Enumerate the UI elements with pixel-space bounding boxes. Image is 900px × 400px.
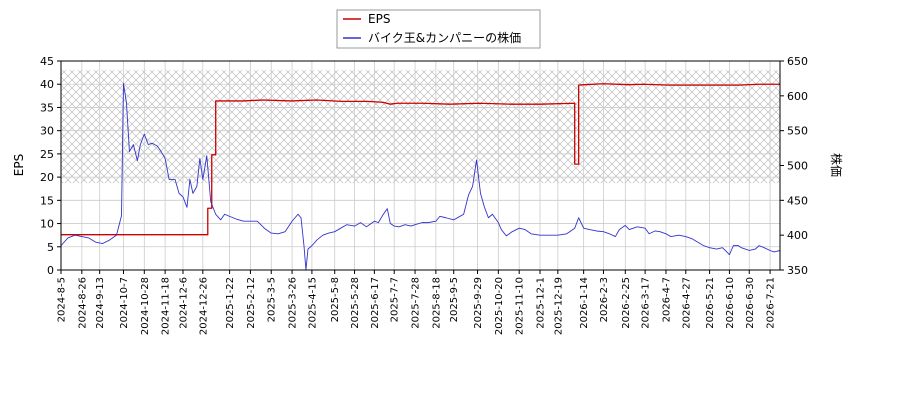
x-tick-label: 2026-3-17 (641, 277, 652, 329)
left-y-tick-label: 25 (40, 148, 54, 161)
x-tick-label: 2025-4-15 (307, 277, 318, 329)
x-tick-label: 2025-2-12 (246, 277, 257, 329)
x-ticks: 2024-8-5 2024-8-26 2024-9-13 2024-10-7 2024-… (57, 270, 777, 335)
x-tick-label: 2026-5-21 (705, 277, 716, 329)
x-tick-label: 2026-7-21 (766, 277, 777, 329)
x-tick-label: 2025-3-5 (267, 277, 278, 322)
x-tick-label: 2026-4-7 (661, 277, 672, 322)
x-tick-label: 2025-3-26 (288, 277, 299, 329)
right-y-tick-label: 600 (787, 90, 808, 103)
x-tick-label: 2024-10-7 (119, 277, 130, 329)
x-tick-label: 2026-4-27 (681, 277, 692, 329)
left-y-tick-label: 40 (40, 78, 54, 91)
x-tick-label: 2024-12-6 (178, 277, 189, 329)
x-tick-label: 2024-10-28 (140, 277, 151, 335)
x-tick-label: 2025-7-7 (390, 277, 401, 322)
x-tick-label: 2026-1-14 (579, 277, 590, 329)
right-y-tick-label: 550 (787, 125, 808, 138)
right-y-tick-label: 500 (787, 160, 808, 173)
x-tick-label: 2024-8-5 (57, 277, 68, 322)
legend-label-eps: EPS (368, 12, 390, 26)
x-tick-label: 2024-9-13 (95, 277, 106, 329)
right-y-tick-label: 450 (787, 194, 808, 207)
left-y-tick-label: 5 (47, 241, 54, 254)
x-tick-label: 2025-5-8 (330, 277, 341, 322)
left-y-tick-label: 20 (40, 171, 54, 184)
left-y-tick-label: 10 (40, 218, 54, 231)
x-tick-label: 2025-8-18 (431, 277, 442, 329)
x-tick-label: 2024-12-26 (198, 277, 209, 335)
series-layer (61, 82, 780, 270)
x-tick-label: 2025-12-19 (553, 277, 564, 335)
left-y-tick-label: 30 (40, 125, 54, 138)
x-tick-label: 2025-6-17 (370, 277, 381, 329)
x-tick-label: 2026-6-10 (725, 277, 736, 329)
x-tick-label: 2025-9-5 (449, 277, 460, 322)
right-y-tick-label: 400 (787, 229, 808, 242)
right-y-tick-label: 350 (787, 264, 808, 277)
x-tick-label: 2026-6-30 (745, 277, 756, 329)
right-y-axis-label: 株価 (829, 153, 844, 177)
left-y-tick-label: 0 (47, 264, 54, 277)
right-y-ticks: 350 400 450 500 550 600 650 (780, 55, 808, 277)
legend-label-stock-price: バイク王&カンパニーの株価 (368, 30, 521, 45)
x-tick-label: 2026-2-25 (621, 277, 632, 329)
x-tick-label: 2025-1-22 (225, 277, 236, 329)
x-tick-label: 2024-8-26 (77, 277, 88, 329)
x-tick-label: 2026-2-3 (599, 277, 610, 322)
hatched-band (61, 70, 780, 184)
left-y-tick-label: 45 (40, 55, 54, 68)
right-y-tick-label: 650 (787, 55, 808, 68)
x-tick-label: 2025-11-10 (515, 277, 526, 335)
legend-box (336, 9, 541, 49)
left-y-tick-label: 35 (40, 101, 54, 114)
x-tick-label: 2025-10-20 (494, 277, 505, 335)
left-y-axis-label: EPS (12, 154, 26, 176)
x-tick-label: 2025-7-28 (411, 277, 422, 329)
legend: EPS バイク王&カンパニーの株価 (336, 9, 541, 49)
x-tick-label: 2024-11-18 (161, 277, 172, 335)
left-y-tick-label: 15 (40, 194, 54, 207)
x-tick-label: 2025-5-28 (350, 277, 361, 329)
x-tick-label: 2025-9-29 (473, 277, 484, 329)
left-y-ticks: 0 5 10 15 20 25 30 35 40 45 (40, 55, 61, 277)
stock-price-series-line (61, 82, 780, 270)
x-tick-label: 2025-12-1 (536, 277, 547, 329)
eps-series-line (61, 83, 780, 236)
